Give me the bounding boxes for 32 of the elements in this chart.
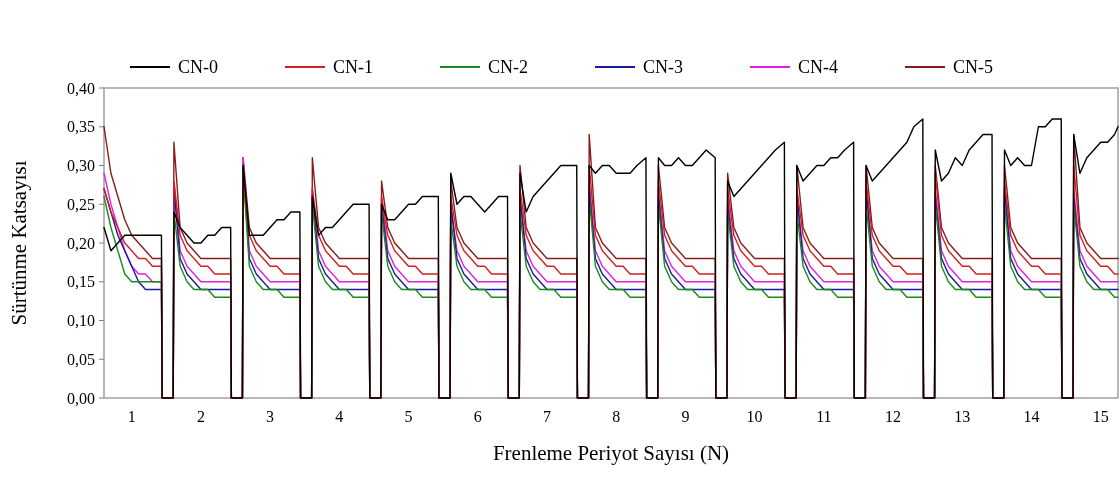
x-tick-label: 12 bbox=[885, 408, 902, 425]
x-tick-label: 9 bbox=[681, 408, 690, 425]
x-tick-label: 2 bbox=[196, 408, 205, 425]
legend-label: CN-2 bbox=[488, 57, 528, 78]
legend-label: CN-3 bbox=[643, 57, 683, 78]
y-tick-label: 0,20 bbox=[67, 234, 95, 252]
legend-label: CN-5 bbox=[953, 57, 993, 78]
y-tick-label: 0,00 bbox=[67, 389, 95, 407]
y-tick-label: 0,35 bbox=[67, 118, 95, 136]
x-axis-title: Frenleme Periyot Sayısı (N) bbox=[492, 441, 730, 465]
y-tick-label: 0,25 bbox=[67, 195, 95, 213]
x-tick-label: 1 bbox=[127, 408, 136, 425]
x-tick-label: 13 bbox=[954, 408, 971, 425]
x-tick-label: 15 bbox=[1092, 408, 1109, 425]
x-tick-label: 4 bbox=[335, 408, 344, 425]
x-tick-label: 14 bbox=[1023, 408, 1040, 425]
y-tick-label: 0,30 bbox=[67, 157, 95, 175]
y-tick-label: 0,40 bbox=[67, 79, 95, 97]
y-tick-label: 0,15 bbox=[67, 273, 95, 291]
y-tick-label: 0,05 bbox=[67, 350, 95, 368]
x-tick-label: 3 bbox=[266, 408, 275, 425]
legend-label: CN-1 bbox=[333, 57, 373, 78]
y-tick-label: 0,10 bbox=[67, 312, 95, 330]
x-tick-label: 10 bbox=[746, 408, 763, 425]
x-tick-label: 11 bbox=[816, 408, 832, 425]
x-tick-label: 5 bbox=[404, 408, 413, 425]
legend-label: CN-0 bbox=[178, 57, 218, 78]
legend-label: CN-4 bbox=[798, 57, 838, 78]
y-axis-title: Sürtünme Katsayısı bbox=[7, 160, 31, 326]
x-tick-label: 6 bbox=[473, 408, 482, 425]
x-tick-label: 7 bbox=[542, 408, 551, 425]
x-tick-label: 8 bbox=[612, 408, 621, 425]
